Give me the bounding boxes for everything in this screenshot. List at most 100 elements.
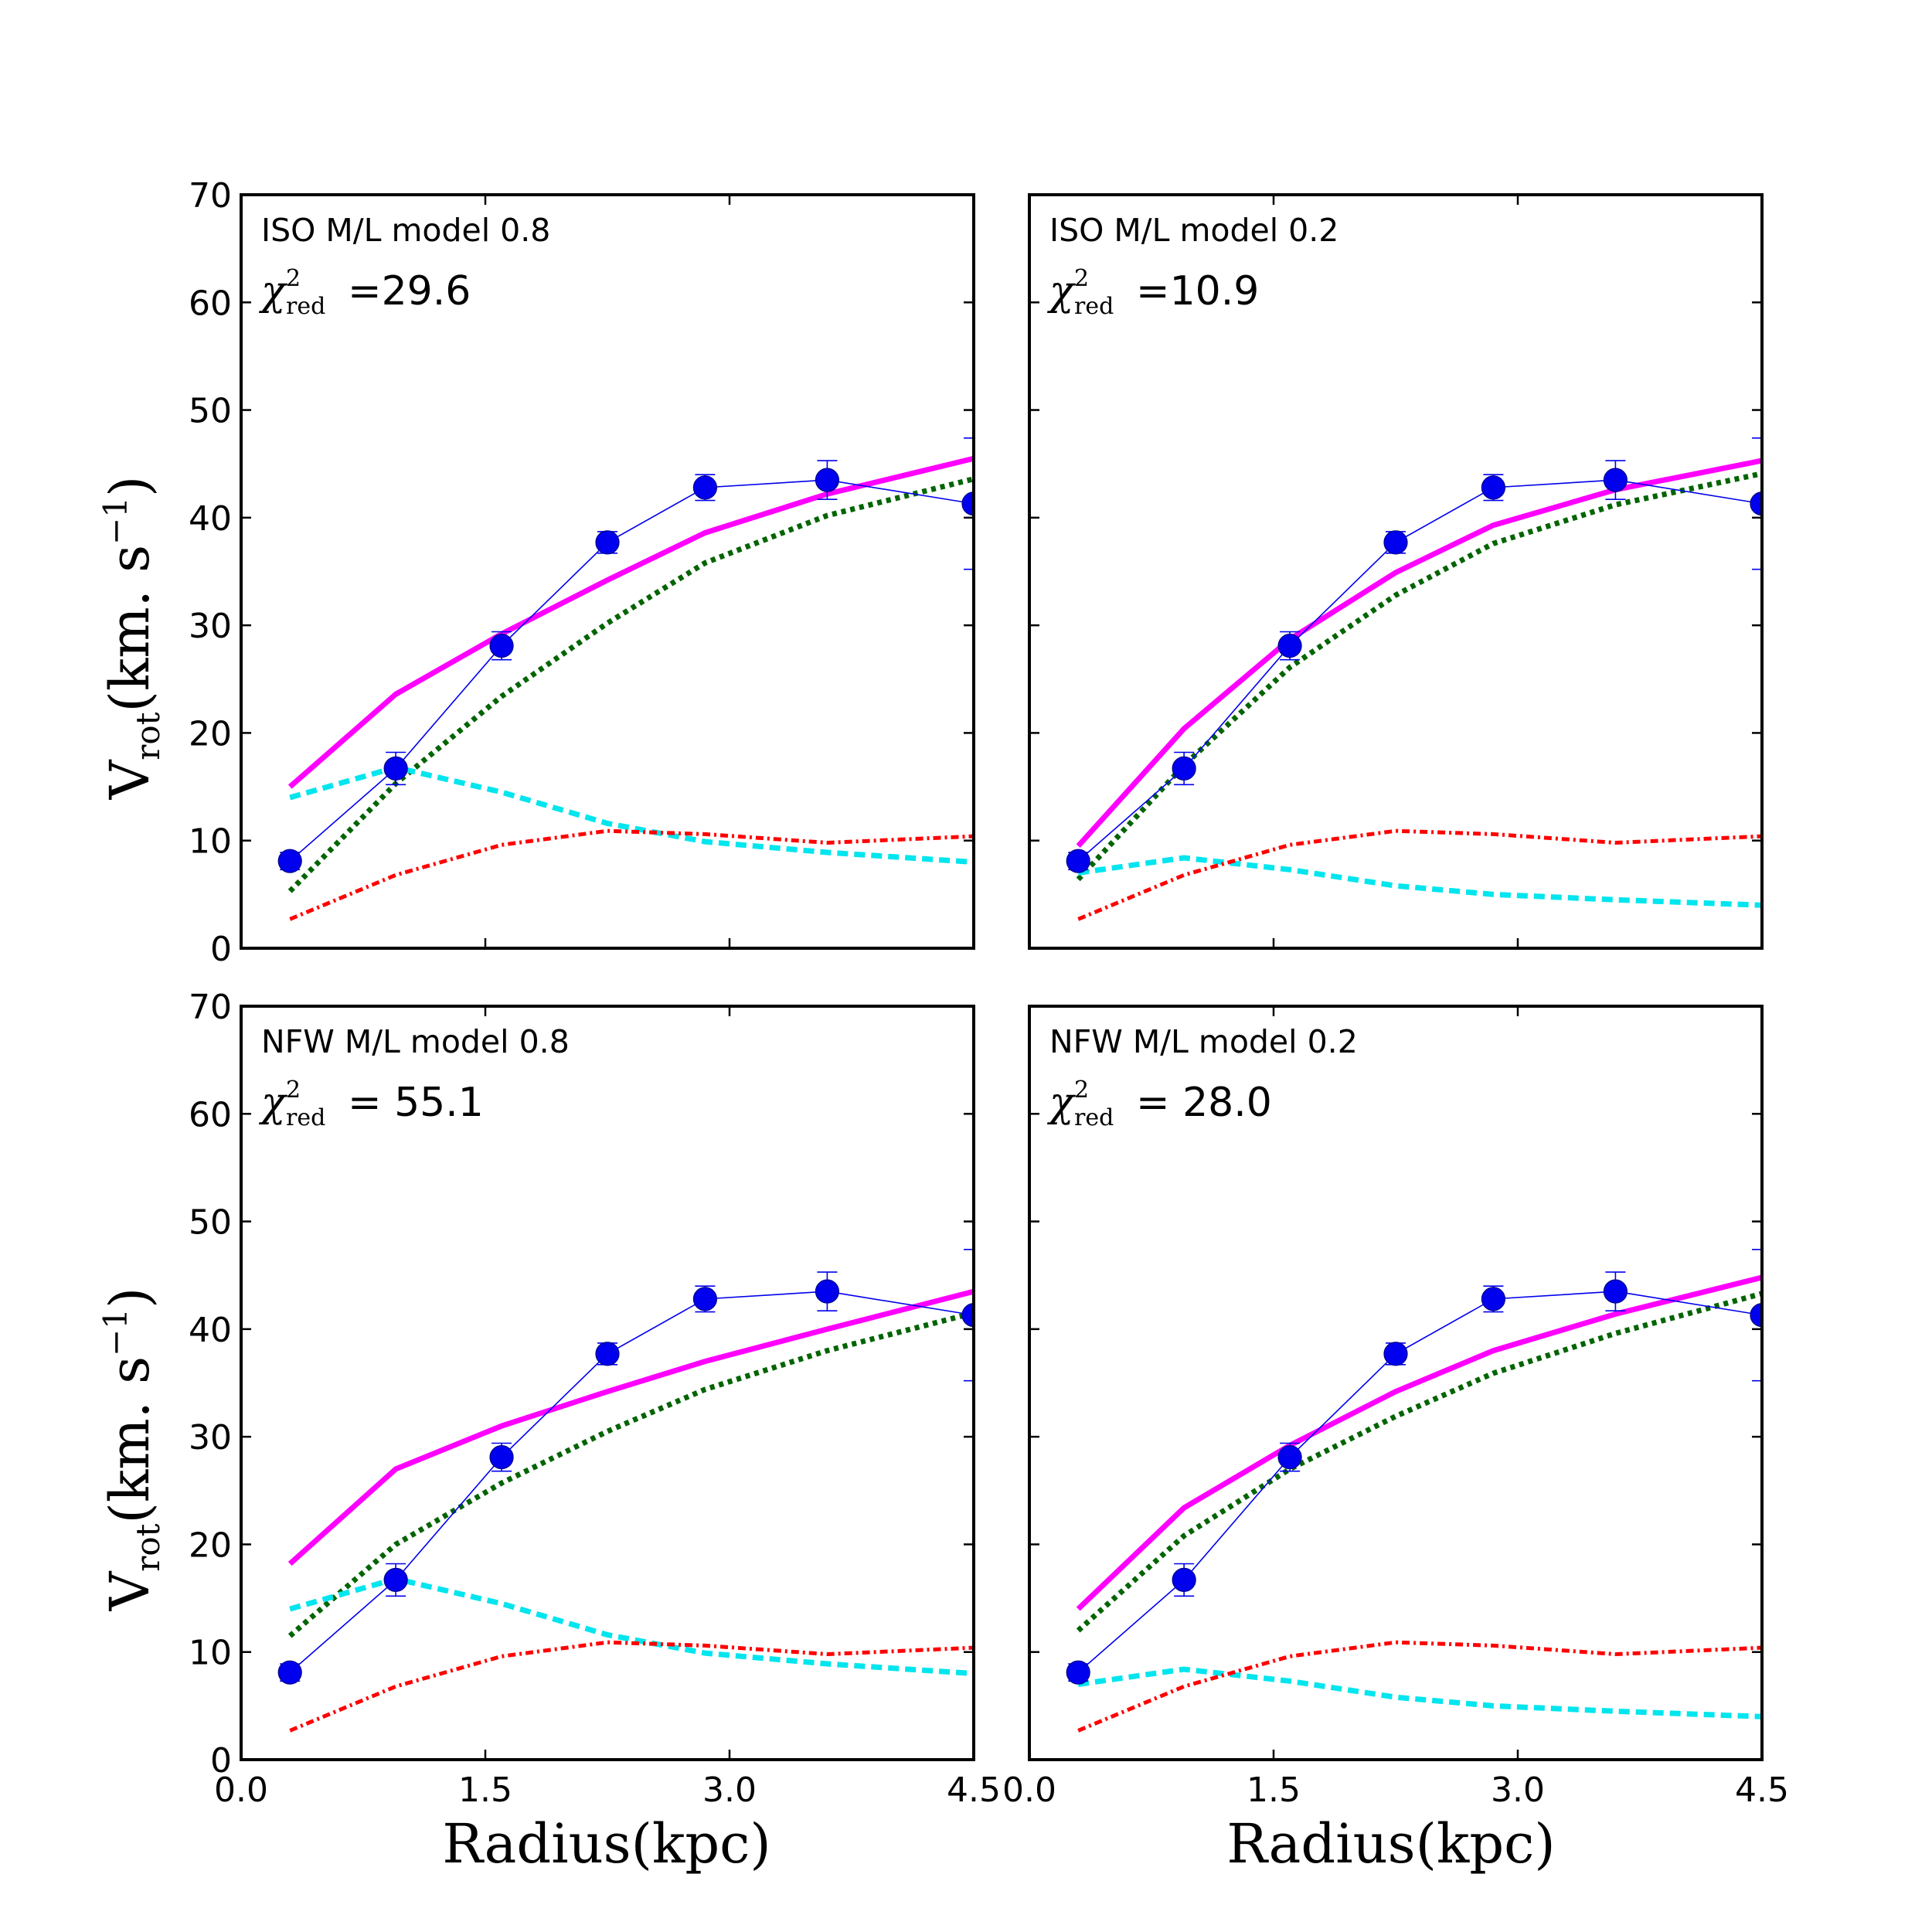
y-tick-label: 70 bbox=[189, 176, 232, 216]
data-point bbox=[1383, 1342, 1408, 1366]
chi-subscript: red bbox=[286, 293, 325, 320]
data-point bbox=[1481, 475, 1506, 500]
y-tick-label: 60 bbox=[189, 1095, 232, 1134]
chi-subscript: red bbox=[1074, 293, 1114, 320]
y-tick-label: 40 bbox=[189, 499, 232, 539]
data-point bbox=[1603, 468, 1628, 492]
chi-subscript: red bbox=[1074, 1104, 1114, 1131]
series-stars-line bbox=[289, 1576, 974, 1677]
chi-superscript: 2 bbox=[1074, 265, 1089, 292]
chi-superscript: 2 bbox=[1074, 1077, 1089, 1104]
data-point bbox=[692, 475, 718, 500]
data-point bbox=[815, 1279, 840, 1304]
chi2-value: =10.9 bbox=[1136, 268, 1259, 315]
plot-frame bbox=[240, 1005, 975, 1761]
x-tick-label: 1.5 bbox=[458, 1770, 512, 1810]
x-axis-label-left: Radius(kpc) bbox=[442, 1812, 770, 1876]
y-tick-label: 40 bbox=[189, 1311, 232, 1350]
y-tick-label: 10 bbox=[189, 1634, 232, 1673]
svg-text:Vrot(km. s−1): Vrot(km. s−1) bbox=[97, 1287, 167, 1612]
plot-area bbox=[1066, 437, 1762, 921]
series-total-line bbox=[287, 1288, 974, 1566]
y-tick-label: 0 bbox=[210, 930, 232, 969]
plot-area bbox=[277, 1248, 974, 1733]
series-observed-line bbox=[1077, 479, 1762, 862]
plot-area bbox=[277, 437, 974, 921]
data-point bbox=[1172, 756, 1196, 781]
data-point bbox=[1481, 1287, 1506, 1311]
panel-title: ISO M/L model 0.2 bbox=[1049, 212, 1338, 249]
x-tick-label: 3.0 bbox=[1491, 1770, 1545, 1810]
series-gas-line bbox=[1077, 828, 1762, 921]
series-total-line bbox=[1076, 457, 1762, 849]
data-point bbox=[1066, 849, 1090, 873]
series-halo-line bbox=[287, 1310, 974, 1638]
x-tick-label: 4.5 bbox=[1735, 1770, 1789, 1810]
panel-3: 0 10 20 30 40 50 60 70 0.0 1.5 3.0 4.5 NFW M/L model… bbox=[189, 988, 1001, 1810]
data-point bbox=[961, 492, 974, 516]
series-observed-line bbox=[1077, 1291, 1762, 1673]
series-halo-line bbox=[1076, 1291, 1762, 1633]
chi-symbol: χ bbox=[258, 1080, 288, 1126]
chi-symbol: χ bbox=[1046, 268, 1077, 315]
series-stars-line bbox=[289, 764, 974, 866]
chi-subscript: red bbox=[286, 1104, 325, 1131]
series-observed-line bbox=[289, 479, 974, 862]
series-gas-line bbox=[1077, 1640, 1762, 1733]
chi-superscript: 2 bbox=[286, 1077, 301, 1104]
series-gas-line bbox=[289, 1640, 974, 1733]
data-point bbox=[595, 1342, 620, 1366]
data-point bbox=[1066, 1660, 1090, 1685]
data-point bbox=[1277, 634, 1302, 658]
series-total-line bbox=[1076, 1274, 1762, 1611]
series-stars-line bbox=[1077, 855, 1762, 908]
y-tick-label: 50 bbox=[189, 392, 232, 431]
data-point bbox=[1383, 530, 1408, 555]
y-tick-label: 30 bbox=[189, 607, 232, 646]
y-tick-label: 50 bbox=[189, 1203, 232, 1243]
y-tick-label: 0 bbox=[210, 1741, 232, 1781]
series-halo-line bbox=[1076, 471, 1762, 882]
y-axis-label-bottom: Vrot(km. s−1) bbox=[97, 1287, 167, 1612]
series-gas-line bbox=[289, 828, 974, 921]
x-axis-label-right: Radius(kpc) bbox=[1226, 1812, 1555, 1876]
y-tick-label: 20 bbox=[189, 714, 232, 753]
plot-frame bbox=[1028, 1005, 1764, 1761]
series-halo-line bbox=[287, 476, 974, 893]
y-tick-label: 30 bbox=[189, 1418, 232, 1458]
data-point bbox=[1750, 492, 1762, 516]
plot-frame bbox=[240, 193, 975, 950]
panel-title: NFW M/L model 0.8 bbox=[261, 1023, 570, 1060]
plot-area bbox=[1066, 1248, 1762, 1733]
data-point bbox=[1277, 1445, 1302, 1470]
panel-title: ISO M/L model 0.8 bbox=[261, 212, 550, 249]
y-tick-label: 70 bbox=[189, 988, 232, 1027]
panel-title: NFW M/L model 0.2 bbox=[1049, 1023, 1358, 1060]
x-tick-label: 0.0 bbox=[214, 1770, 268, 1810]
data-point bbox=[595, 530, 620, 555]
data-point bbox=[383, 756, 408, 781]
data-point bbox=[277, 1660, 302, 1685]
plot-frame bbox=[1028, 193, 1764, 950]
x-tick-label: 0.0 bbox=[1002, 1770, 1056, 1810]
data-point bbox=[383, 1567, 408, 1592]
chi2-value: = 55.1 bbox=[348, 1080, 484, 1126]
data-point bbox=[489, 634, 514, 658]
y-tick-label: 20 bbox=[189, 1526, 232, 1565]
chi-symbol: χ bbox=[1046, 1080, 1077, 1126]
y-tick-label: 60 bbox=[189, 284, 232, 323]
data-point bbox=[815, 468, 840, 492]
svg-text:Vrot(km. s−1): Vrot(km. s−1) bbox=[97, 476, 167, 801]
x-tick-label: 4.5 bbox=[947, 1770, 1001, 1810]
series-total-line bbox=[287, 455, 974, 789]
x-tick-label: 3.0 bbox=[702, 1770, 757, 1810]
chi2-value: =29.6 bbox=[348, 268, 471, 315]
data-point bbox=[1750, 1303, 1762, 1328]
data-point bbox=[961, 1303, 974, 1328]
